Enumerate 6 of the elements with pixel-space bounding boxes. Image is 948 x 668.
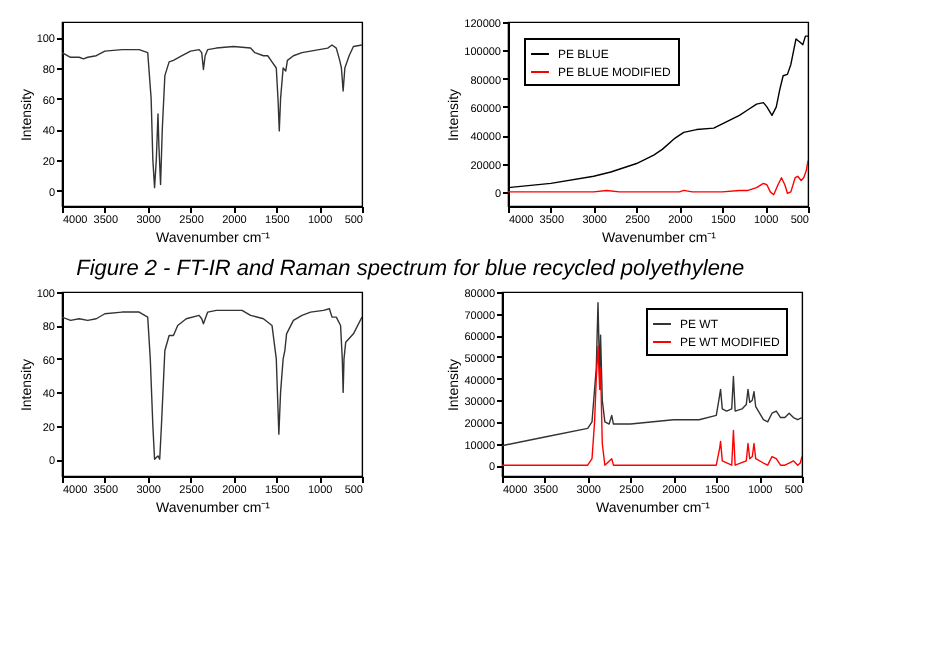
line-series: [502, 345, 802, 466]
line-series: [502, 302, 802, 447]
caption: Figure 2 - FT-IR and Raman spectrum for blue recycled polyethylene: [76, 257, 745, 282]
line-series: [62, 44, 362, 189]
line-series: [62, 308, 362, 460]
line-series: [508, 160, 808, 196]
